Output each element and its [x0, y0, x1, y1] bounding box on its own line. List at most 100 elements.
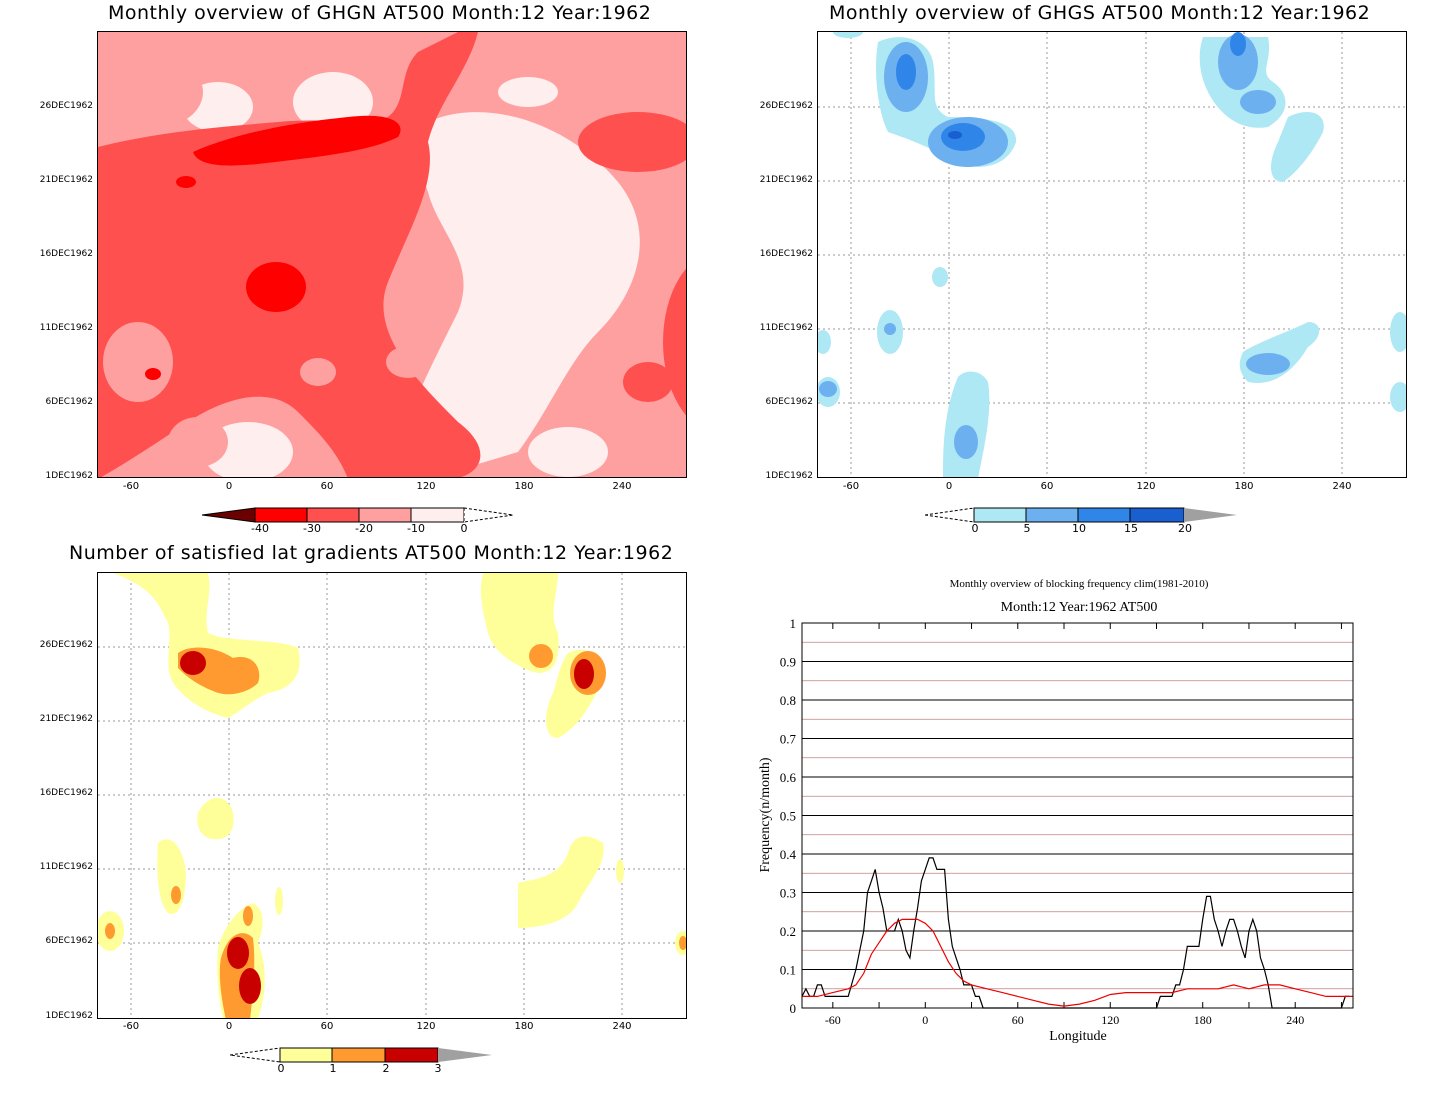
- y-tick-label: 1DEC1962: [765, 471, 813, 481]
- y-tick-label: 16DEC1962: [759, 249, 813, 259]
- colorbar-label: 10: [1072, 522, 1086, 535]
- grid-lines: [802, 623, 1353, 1008]
- colorbar-label: -20: [355, 522, 373, 535]
- y-tick-label: 26DEC1962: [759, 101, 813, 111]
- panel-blocking-frequency: Monthly overview of blocking frequency c…: [720, 545, 1440, 1091]
- x-tick-label: -60: [825, 1013, 841, 1027]
- colorbar-label: -30: [303, 522, 321, 535]
- y-tick-label: 1DEC1962: [45, 471, 93, 481]
- y-tick-label: 16DEC1962: [39, 788, 93, 798]
- x-tick-label: 240: [1332, 481, 1352, 492]
- colorbar: [230, 1047, 492, 1063]
- chart-title: Monthly overview of blocking frequency c…: [950, 578, 1209, 590]
- y-axis-label: Frequency(n/month): [758, 757, 773, 872]
- y-tick-label: 6DEC1962: [765, 397, 813, 407]
- x-tick-label: 120: [1101, 1013, 1119, 1027]
- x-tick-label: 180: [1234, 481, 1254, 492]
- colorbar-label: -40: [251, 522, 269, 535]
- x-tick-label: 240: [612, 481, 632, 492]
- x-tick-label: 0: [945, 481, 953, 492]
- y-tick-label: 21DEC1962: [759, 175, 813, 185]
- y-tick-label: 26DEC1962: [39, 101, 93, 111]
- contour-level-2: [180, 651, 594, 1004]
- y-tick-label: 0.1: [780, 963, 796, 978]
- x-axis-label: Longitude: [1049, 1029, 1107, 1044]
- plot-frame: [801, 622, 1354, 1009]
- y-tick-label: 0.6: [780, 770, 797, 785]
- x-tick-label: -60: [122, 481, 140, 492]
- contour-plot-area: [817, 31, 1407, 478]
- y-tick-label: 26DEC1962: [39, 640, 93, 650]
- colorbar: [925, 507, 1237, 523]
- panel-title: Monthly overview of GHGN AT500 Month:12 …: [108, 2, 652, 24]
- y-tick-label: 0.5: [780, 809, 796, 824]
- colorbar-label: -10: [407, 522, 425, 535]
- x-tick-label: -60: [842, 481, 860, 492]
- x-tick-label: 240: [612, 1021, 632, 1032]
- y-tick-label: 11DEC1962: [39, 323, 93, 333]
- panel-lat-gradients: Number of satisfied lat gradients AT500 …: [0, 542, 720, 1091]
- colorbar-label: 0: [971, 522, 979, 535]
- colorbar-label: 0: [460, 522, 468, 535]
- x-tick-label: 60: [320, 1021, 334, 1032]
- x-tick-label: 0: [225, 1021, 233, 1032]
- x-tick-label: 120: [1136, 481, 1156, 492]
- x-tick-label: 180: [1194, 1013, 1212, 1027]
- line-chart: Monthly overview of blocking frequency c…: [758, 578, 1354, 1044]
- contour-field: [98, 32, 686, 477]
- series-lines: [801, 857, 1353, 1009]
- contour-plot-area: [97, 31, 687, 478]
- contour-field: [98, 573, 686, 1018]
- panel-ghgs: Monthly overview of GHGS AT500 Month:12 …: [720, 0, 1440, 545]
- x-tick-label: -60: [122, 1021, 140, 1032]
- contour-level-3: [948, 131, 962, 139]
- colorbar-label: 20: [1178, 522, 1192, 535]
- y-tick-label: 21DEC1962: [39, 175, 93, 185]
- y-tick-label: 6DEC1962: [45, 936, 93, 946]
- contour-level-0: [98, 573, 686, 1018]
- colorbar: [201, 507, 514, 523]
- contour-plot-area: [97, 572, 687, 1019]
- contour-level-1: [819, 34, 1290, 459]
- x-tick-label: 240: [1286, 1013, 1304, 1027]
- x-tick-label: 180: [514, 481, 534, 492]
- x-tick-label: 180: [514, 1021, 534, 1032]
- colorbar-label: 5: [1023, 522, 1031, 535]
- colorbar-label: 1: [329, 1062, 337, 1075]
- y-tick-label: 11DEC1962: [39, 862, 93, 872]
- panel-title: Number of satisfied lat gradients AT500 …: [69, 542, 674, 564]
- y-tick-label: 0.9: [780, 655, 796, 670]
- x-tick-label: 120: [416, 1021, 436, 1032]
- chart-subtitle: Month:12 Year:1962 AT500: [1001, 600, 1158, 615]
- x-tick-label: 60: [320, 481, 334, 492]
- contour-level-3: [145, 115, 401, 380]
- y-tick-label: 0.3: [780, 886, 796, 901]
- x-tick-label: 60: [1040, 481, 1054, 492]
- contour-field: [818, 32, 1406, 477]
- contour-level-2: [103, 57, 430, 467]
- y-tick-label: 21DEC1962: [39, 714, 93, 724]
- x-tick-label: 0: [225, 481, 233, 492]
- x-tick-label: 120: [416, 481, 436, 492]
- y-tick-label: 0.4: [780, 847, 797, 862]
- colorbar-label: 3: [434, 1062, 442, 1075]
- y-tick-label: 0.8: [780, 693, 796, 708]
- y-tick-label: 0.7: [780, 732, 797, 747]
- y-tick-label: 16DEC1962: [39, 249, 93, 259]
- y-tick-label: 0.2: [780, 924, 796, 939]
- y-tick-label: 1DEC1962: [45, 1011, 93, 1021]
- colorbar-label: 2: [382, 1062, 390, 1075]
- contour-level-2: [896, 32, 1246, 151]
- y-tick-label: 1: [790, 616, 797, 631]
- x-tick-label: 0: [922, 1013, 928, 1027]
- y-tick-labels: 0 0.1 0.2 0.3 0.4 0.5 0.6 0.7 0.8 0.9 1: [780, 616, 797, 1016]
- panel-ghgn: Monthly overview of GHGN AT500 Month:12 …: [0, 0, 720, 545]
- y-tick-label: 0: [790, 1001, 797, 1016]
- panel-title: Monthly overview of GHGS AT500 Month:12 …: [829, 2, 1371, 24]
- colorbar-label: 15: [1124, 522, 1138, 535]
- x-tick-label: 60: [1012, 1013, 1024, 1027]
- y-tick-label: 6DEC1962: [45, 397, 93, 407]
- colorbar-label: 0: [277, 1062, 285, 1075]
- y-tick-label: 11DEC1962: [759, 323, 813, 333]
- series-line-red: [802, 918, 1353, 1007]
